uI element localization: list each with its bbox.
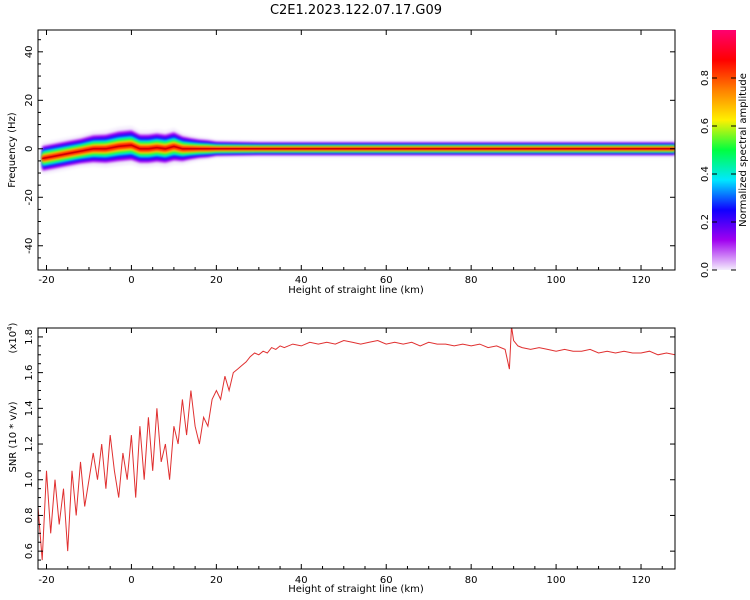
colorbar-label: Normalized spectral amplitude <box>738 73 749 227</box>
snr-x-tick-label: 100 <box>547 575 566 586</box>
colorbar: 0.0 0.2 0.4 0.6 0.8 Normalized spectral ampl… <box>700 30 749 278</box>
spectrogram-image <box>42 125 675 175</box>
colorbar-tick-label: 0.6 <box>700 118 711 134</box>
snr-x-tick-label: 80 <box>465 575 478 586</box>
snr-y-tick-label: 0.6 <box>24 543 35 559</box>
spectrogram-x-tick-label: -20 <box>38 275 54 286</box>
snr-x-label: Height of straight line (km) <box>288 584 424 595</box>
spectrogram-ridge-line <box>42 144 675 160</box>
snr-x-tick-label: 120 <box>631 575 650 586</box>
colorbar-ticks: 0.0 0.2 0.4 0.6 0.8 <box>700 70 736 278</box>
spectrogram-x-tick-label: 80 <box>465 275 478 286</box>
snr-x-tick-label: 60 <box>380 575 393 586</box>
snr-x-tick-label: 40 <box>295 575 308 586</box>
snr-series-line <box>38 328 675 561</box>
spectrogram-panel: -20 0 20 40 60 80 100 120 -40 -20 0 20 40 Height of … <box>7 29 676 296</box>
figure-title: C2E1.2023.122.07.17.G09 <box>270 3 442 18</box>
spectrogram-x-tick-label: 40 <box>295 275 308 286</box>
spectrogram-band-6 <box>42 141 675 162</box>
snr-y-exponent: (x104) <box>6 322 19 353</box>
colorbar-tick-label: 0.0 <box>700 262 711 278</box>
spectrogram-x-label: Height of straight line (km) <box>288 285 424 296</box>
spectrogram-x-tick-label: 120 <box>631 275 650 286</box>
spectrogram-x-tick-label: 100 <box>547 275 566 286</box>
snr-y-tick-label: 1.6 <box>24 365 35 381</box>
snr-x-tick-label: -20 <box>38 575 54 586</box>
spectrogram-band-5 <box>42 140 675 163</box>
colorbar-tick-label: 0.4 <box>700 166 711 182</box>
spectrogram-y-tick-label: -20 <box>24 189 35 205</box>
spectrogram-ticks: -20 0 20 40 60 80 100 120 -40 -20 0 20 40 <box>24 30 675 286</box>
snr-panel: -20 0 20 40 60 80 100 1200.60.81.01.21.41.61.8 … <box>6 322 676 595</box>
spectrogram-y-tick-label: 0 <box>24 146 35 152</box>
spectrogram-x-tick-label: 60 <box>380 275 393 286</box>
colorbar-strip <box>712 30 736 270</box>
spectrogram-y-tick-label: -40 <box>24 238 35 254</box>
snr-y-tick-label: 0.8 <box>24 507 35 523</box>
snr-y-tick-label: 1.4 <box>24 400 35 416</box>
snr-y-tick-label: 1.2 <box>24 436 35 452</box>
snr-y-tick-label: 1.0 <box>24 472 35 488</box>
snr-x-tick-label: 20 <box>210 575 223 586</box>
spectrogram-x-tick-label: 0 <box>128 275 134 286</box>
snr-y-tick-label: 1.8 <box>24 329 35 345</box>
snr-frame <box>37 327 676 570</box>
spectrogram-band-4 <box>42 138 675 165</box>
colorbar-tick-label: 0.2 <box>700 214 711 230</box>
snr-x-tick-label: 0 <box>128 575 134 586</box>
snr-y-label: SNR (10 * v/v) <box>8 401 19 472</box>
spectrogram-frame <box>37 29 676 271</box>
spectrogram-y-tick-label: 20 <box>24 94 35 107</box>
spectrogram-y-tick-label: 40 <box>24 45 35 58</box>
snr-ticks: -20 0 20 40 60 80 100 120 0.6 0.8 1.0 1.2 1.4 1.6 1.8 <box>24 328 675 586</box>
colorbar-tick-label: 0.8 <box>700 70 711 86</box>
spectrogram-x-tick-label: 20 <box>210 275 223 286</box>
spectrogram-y-label: Frequency (Hz) <box>7 112 18 188</box>
